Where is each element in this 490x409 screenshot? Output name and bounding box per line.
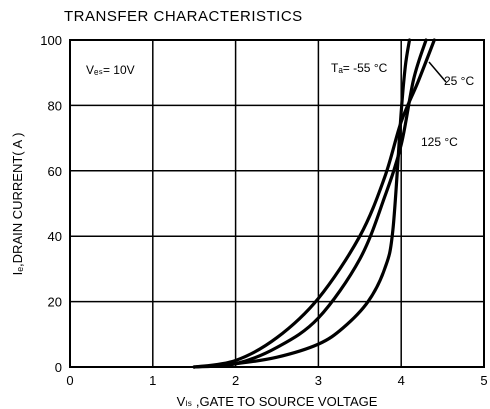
x-tick-label: 2 [232,373,239,388]
series-line-0 [192,38,412,369]
x-tick-label: 3 [315,373,322,388]
series-line-2 [192,38,436,369]
series-lines [192,38,436,369]
y-tick-label: 80 [48,98,62,113]
annotation-leader-25 [428,61,447,83]
grid [70,40,484,367]
y-tick-label: 60 [48,164,62,179]
x-tick-label: 0 [66,373,73,388]
series-line-1 [192,38,428,369]
condition-annotation: Vₑₛ= 10V [86,63,135,77]
plot-frame [69,39,485,368]
y-tick-label: 0 [55,360,62,375]
tick-labels: 0 1 2 3 4 5 0 20 40 60 80 100 [40,33,487,388]
y-tick-label: 100 [40,33,62,48]
y-axis-label: Iₑ,DRAIN CURRENT( A ) [10,133,25,276]
x-tick-label: 5 [480,373,487,388]
y-tick-label: 40 [48,229,62,244]
annotation-25: 25 °C [444,74,474,88]
x-tick-label: 1 [149,373,156,388]
annotation-125: 125 °C [421,135,458,149]
x-tick-label: 4 [398,373,405,388]
x-axis-label: Vₗₛ ,GATE TO SOURCE VOLTAGE [177,394,378,409]
annotation-minus55: Tₐ= -55 °C [331,61,388,75]
chart-title: TRANSFER CHARACTERISTICS [64,8,303,25]
y-tick-label: 20 [48,295,62,310]
